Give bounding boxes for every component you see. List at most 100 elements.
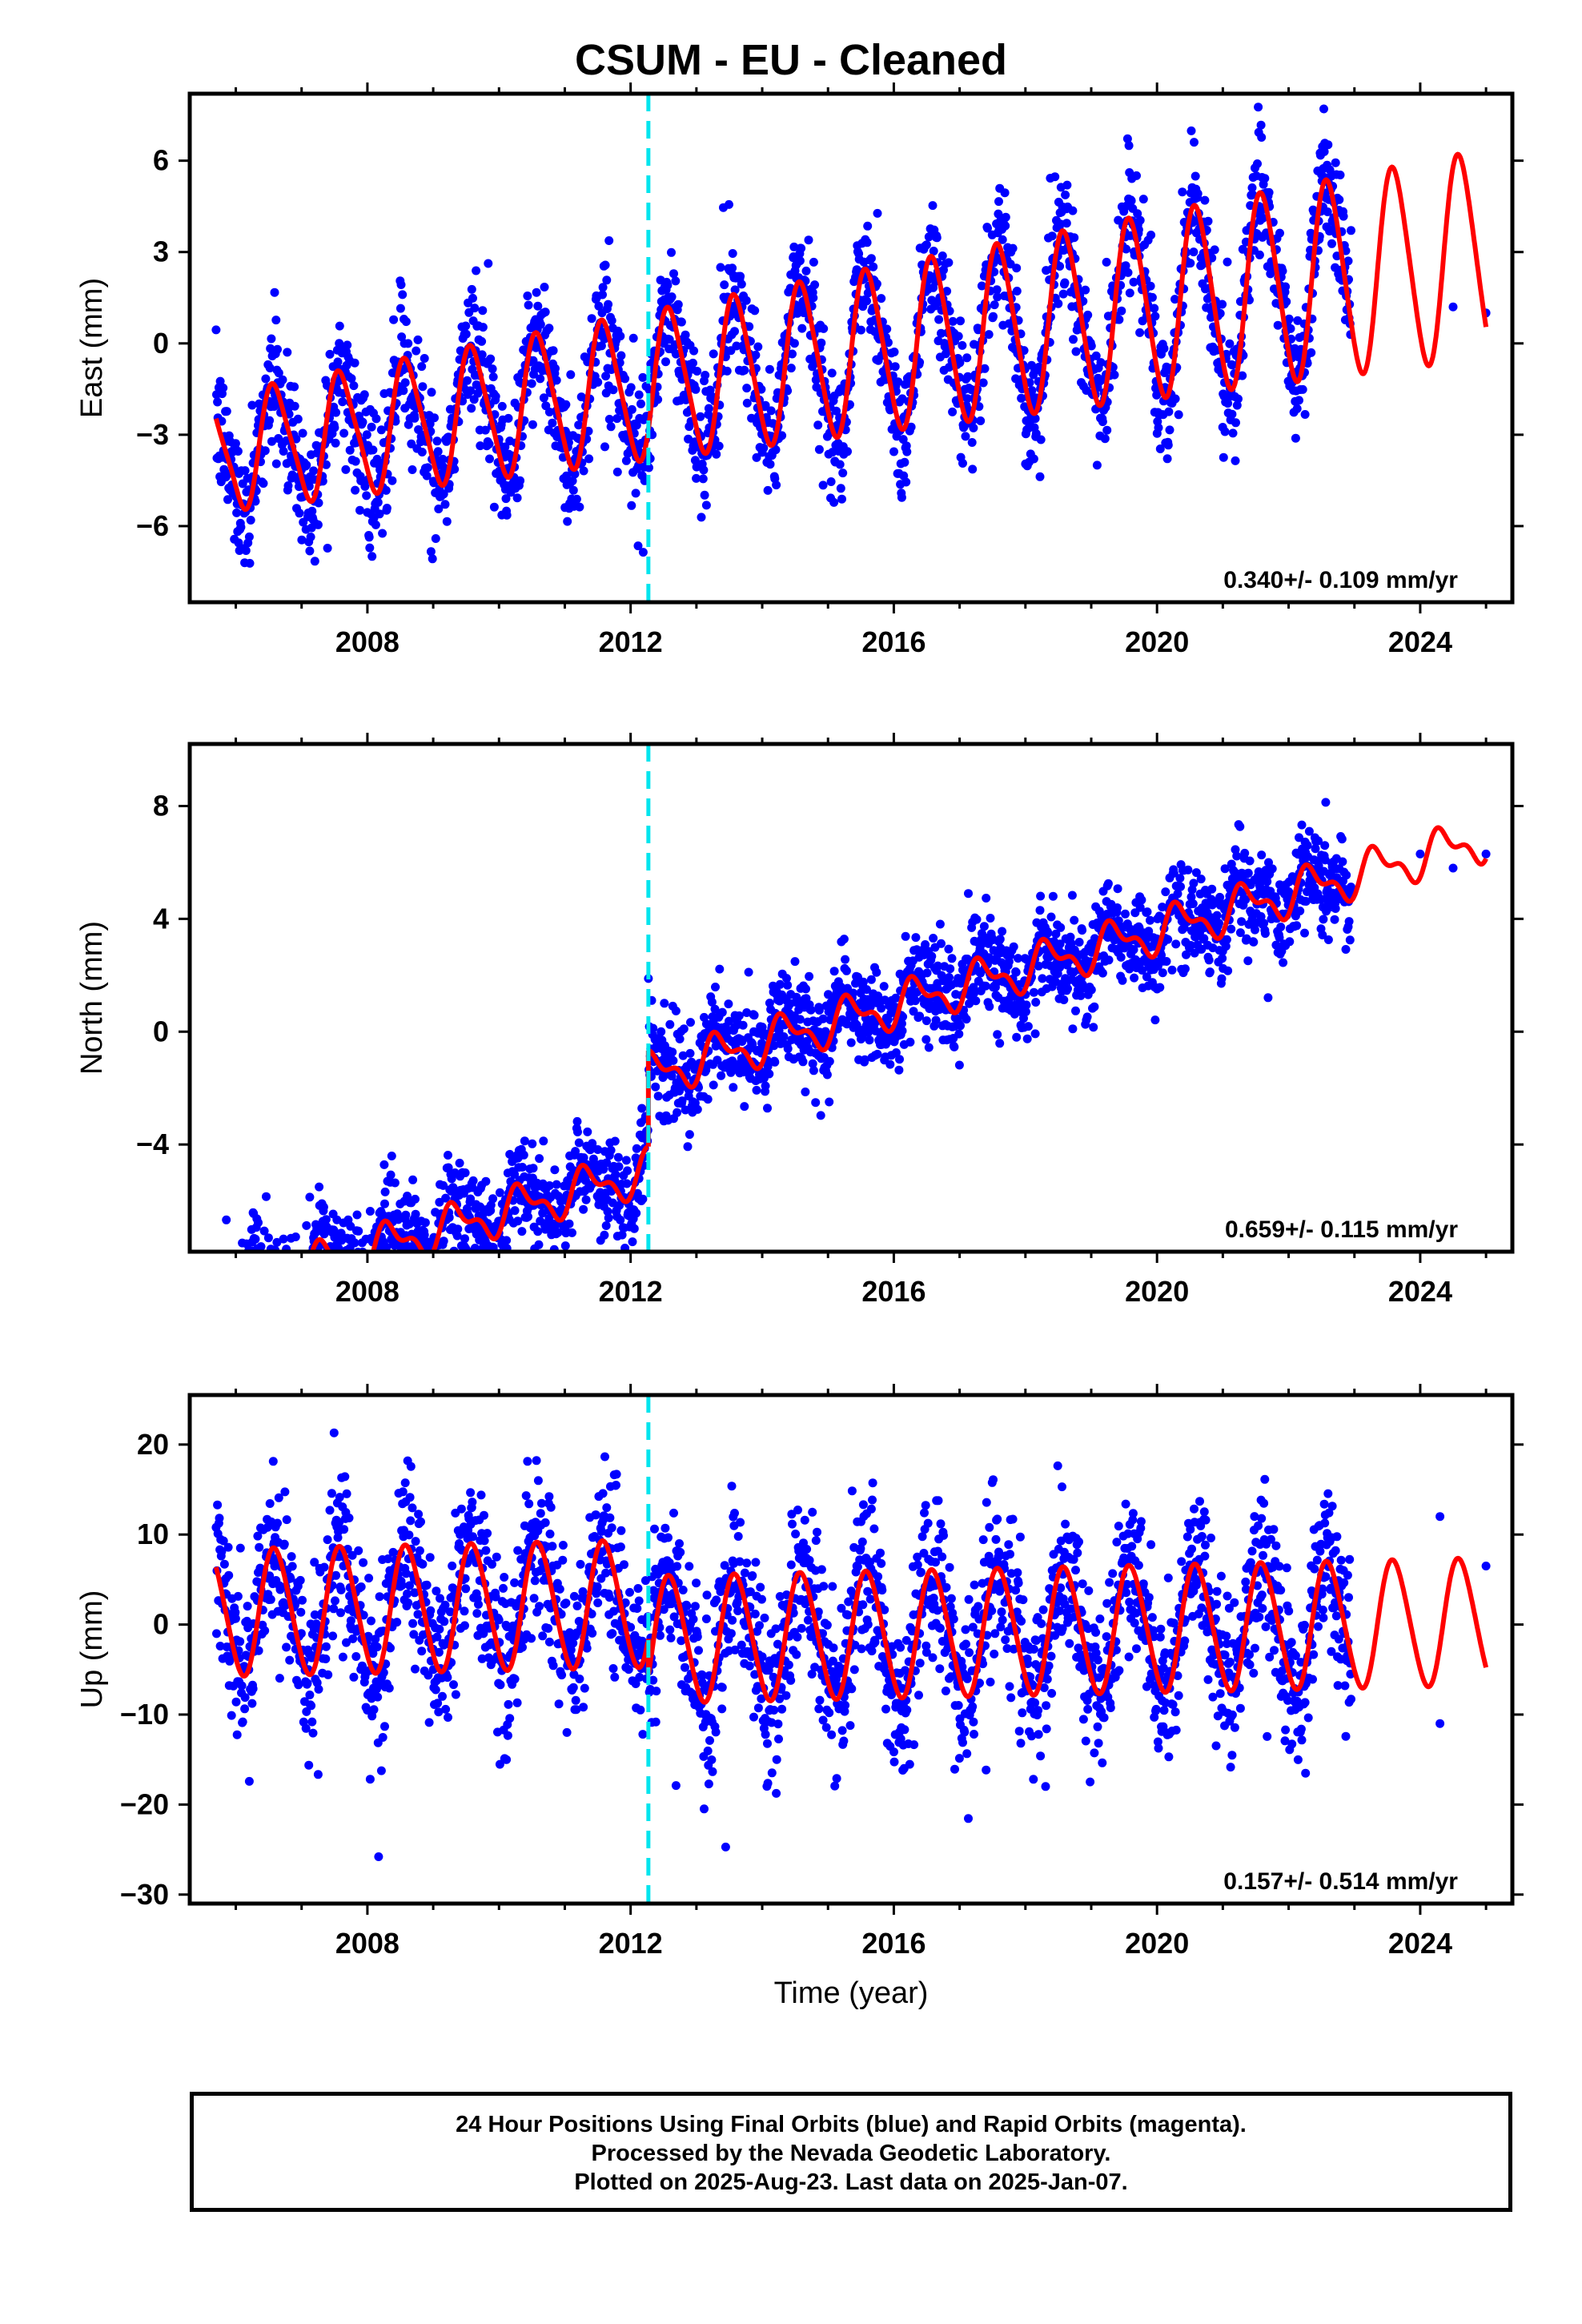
data-point — [638, 1194, 648, 1204]
x-tick-label: 2008 — [335, 625, 400, 658]
data-point — [786, 364, 796, 373]
data-point — [313, 520, 323, 529]
data-point — [921, 1035, 931, 1044]
data-point — [293, 1295, 302, 1304]
data-point — [1165, 425, 1174, 435]
data-point — [1171, 939, 1181, 949]
data-point — [273, 1263, 282, 1272]
data-point — [544, 324, 554, 333]
data-point — [1222, 935, 1231, 944]
data-point — [1237, 917, 1247, 927]
data-point — [602, 1158, 612, 1168]
data-point — [1068, 206, 1078, 215]
data-point — [292, 1280, 301, 1289]
data-point — [391, 1260, 400, 1269]
data-point — [212, 1629, 221, 1638]
data-point — [323, 1263, 331, 1272]
data-point — [1130, 973, 1139, 983]
data-point — [1030, 1029, 1040, 1039]
data-point — [450, 464, 460, 474]
data-point — [970, 988, 978, 998]
data-point — [358, 417, 367, 427]
data-point — [1321, 798, 1331, 807]
data-point — [1008, 243, 1018, 253]
data-point — [301, 1337, 310, 1346]
data-point — [738, 1020, 748, 1030]
data-point — [608, 385, 618, 395]
data-point — [420, 1218, 430, 1228]
data-point — [564, 1219, 574, 1228]
y-tick-label: 4 — [153, 902, 169, 935]
data-point — [1147, 292, 1157, 302]
data-point — [271, 316, 281, 325]
data-point — [568, 1228, 576, 1237]
data-point — [964, 889, 973, 899]
data-point — [321, 1268, 330, 1277]
data-point — [297, 535, 307, 545]
data-point — [239, 1298, 247, 1307]
data-point — [885, 1059, 895, 1069]
data-point — [327, 1284, 335, 1293]
data-point — [671, 276, 681, 286]
data-point — [1070, 915, 1079, 925]
data-point — [722, 366, 732, 376]
data-point — [583, 1127, 592, 1136]
data-point — [629, 1224, 639, 1233]
data-point — [813, 420, 823, 430]
data-point — [422, 471, 432, 480]
data-point — [1481, 849, 1491, 858]
data-point — [1196, 875, 1206, 884]
data-point — [308, 1258, 317, 1267]
data-point — [593, 1145, 603, 1154]
data-point — [1209, 897, 1218, 907]
data-point — [745, 322, 754, 332]
data-point — [1347, 883, 1355, 892]
data-point — [1125, 288, 1134, 298]
data-point — [1193, 189, 1203, 199]
data-point — [233, 447, 243, 456]
data-point — [771, 445, 781, 455]
data-point — [984, 330, 994, 340]
data-point — [387, 476, 397, 485]
data-point — [1063, 984, 1072, 993]
data-point — [1254, 103, 1263, 112]
data-point — [297, 1277, 306, 1286]
data-point — [304, 1256, 313, 1265]
data-point — [901, 477, 911, 487]
x-tick-label: 2012 — [599, 625, 663, 658]
data-point — [231, 439, 240, 448]
data-point — [1135, 903, 1145, 912]
data-point — [345, 445, 355, 455]
data-point — [404, 339, 413, 348]
data-point — [593, 377, 603, 387]
data-point — [998, 927, 1007, 936]
data-point — [495, 1188, 504, 1197]
data-point — [453, 1224, 463, 1234]
data-point — [265, 1315, 274, 1324]
data-point — [931, 1015, 941, 1025]
data-point — [1221, 942, 1231, 951]
data-point — [478, 306, 488, 316]
data-point — [323, 1278, 332, 1287]
data-point — [356, 1263, 365, 1272]
data-point — [231, 1301, 239, 1309]
data-point — [418, 382, 428, 392]
data-point — [777, 431, 787, 440]
data-point — [1035, 472, 1045, 481]
data-point — [365, 543, 375, 553]
data-point — [906, 422, 916, 432]
data-point — [1098, 968, 1107, 978]
data-point — [748, 1039, 757, 1049]
data-point — [221, 1272, 230, 1281]
data-point — [432, 1282, 440, 1291]
data-point — [548, 418, 557, 428]
data-point — [1104, 955, 1114, 965]
data-point — [1180, 964, 1190, 974]
data-point — [502, 1236, 512, 1245]
data-point — [219, 1293, 228, 1302]
data-point — [993, 292, 1002, 302]
data-point — [1267, 864, 1277, 874]
data-point — [375, 509, 384, 519]
data-point — [227, 1289, 236, 1297]
data-point — [849, 988, 858, 998]
